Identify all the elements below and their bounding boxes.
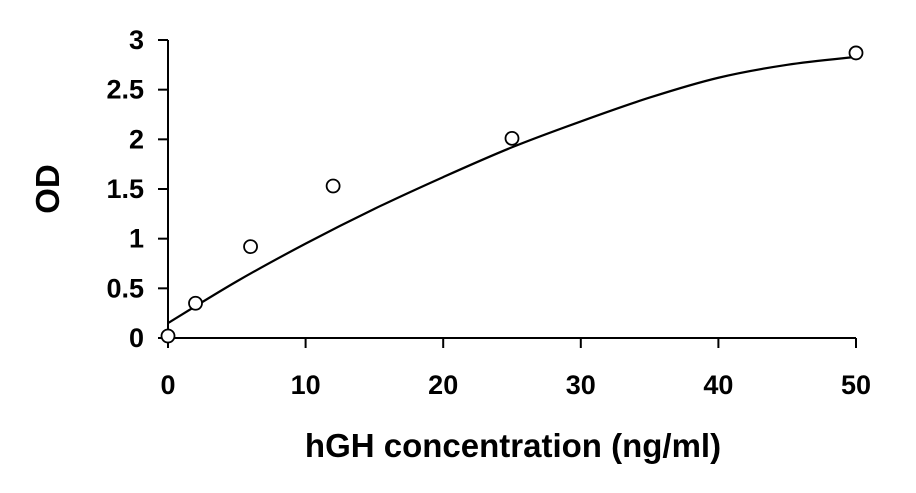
data-point [504, 130, 520, 146]
data-point [160, 328, 176, 344]
x-tick-label: 0 [160, 370, 175, 400]
y-axis-ticks: 0 0.5 1 1.5 2 2.5 3 [106, 25, 168, 353]
y-tick-label: 2 [129, 124, 144, 154]
y-tick-label: 1 [129, 224, 144, 254]
x-axis-ticks: 0 10 20 30 40 50 [160, 338, 871, 400]
y-tick-label: 0 [129, 323, 144, 353]
y-axis-title: OD [29, 164, 66, 214]
x-tick-label: 10 [291, 370, 321, 400]
x-tick-label: 50 [841, 370, 871, 400]
y-tick-label: 3 [129, 25, 144, 55]
x-tick-label: 30 [566, 370, 596, 400]
data-point [325, 178, 341, 194]
data-point [243, 239, 258, 255]
x-tick-label: 20 [428, 370, 458, 400]
y-tick-label: 1.5 [106, 174, 144, 204]
fit-curve [167, 55, 857, 325]
data-points [160, 45, 864, 344]
y-tick-label: 2.5 [106, 75, 144, 105]
data-point [848, 45, 864, 61]
x-tick-label: 40 [703, 370, 733, 400]
x-axis-title: hGH concentration (ng/ml) [305, 427, 721, 464]
data-point [188, 295, 203, 311]
y-tick-label: 0.5 [106, 273, 144, 303]
